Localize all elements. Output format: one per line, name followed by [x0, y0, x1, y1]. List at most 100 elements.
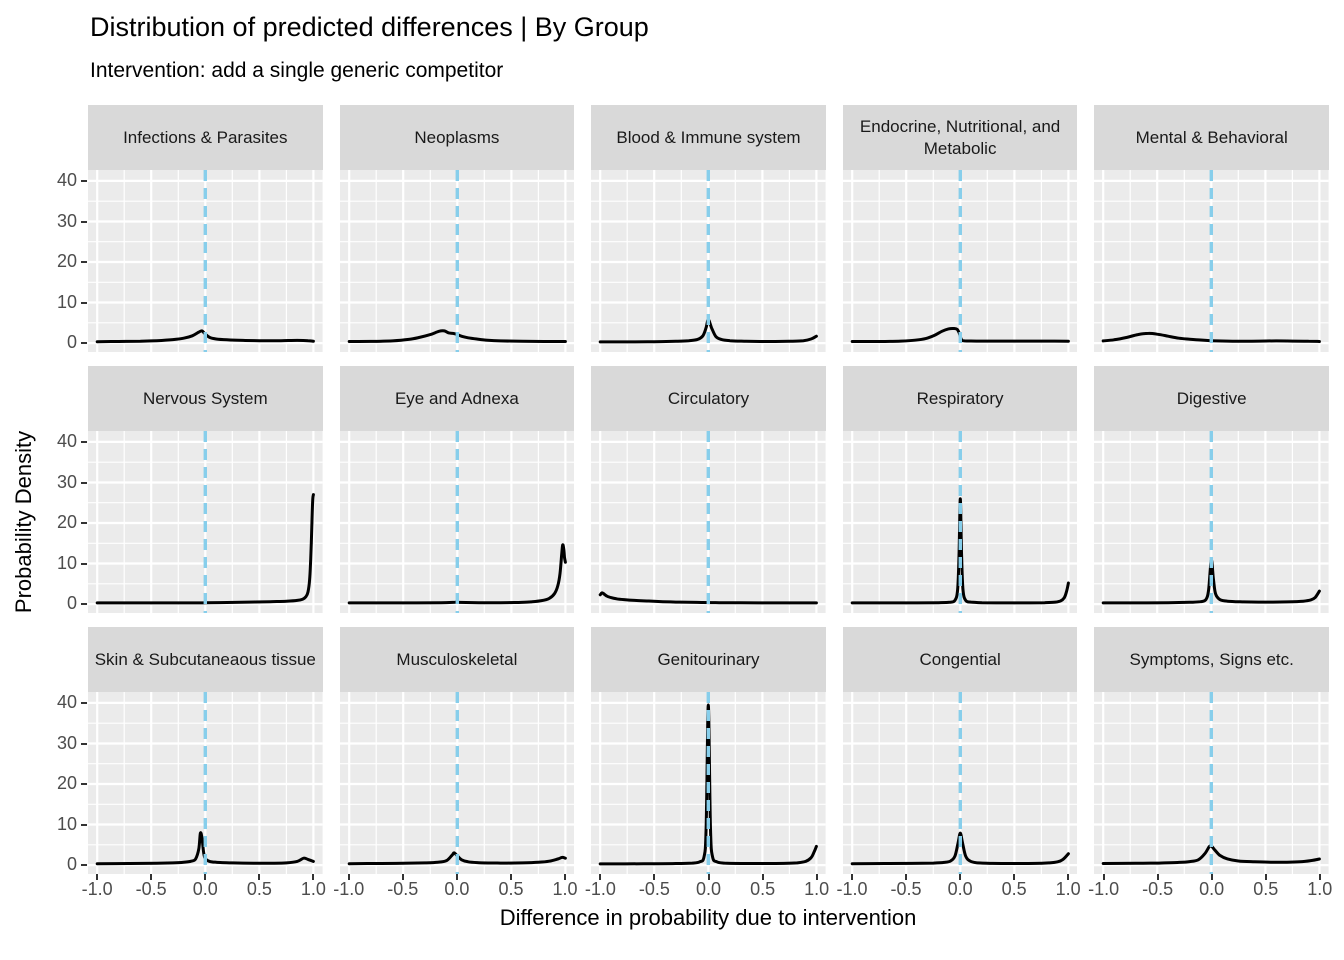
x-tick-label: 0.0: [695, 879, 722, 899]
facet-strip: Circulatory: [591, 366, 826, 431]
x-tick-label: 0.5: [1001, 879, 1027, 899]
facet-strip-label: Skin & Subcutaneaous tissue: [94, 649, 316, 669]
density-curve: [850, 326, 1070, 343]
x-tick-mark: [96, 874, 99, 880]
y-tick-label: 10: [56, 291, 77, 312]
facet-panel: [1094, 692, 1329, 874]
x-tick-mark: [653, 874, 656, 880]
y-tick-mark: [81, 481, 87, 484]
facet-symptoms-signs-etc: Symptoms, Signs etc.: [1094, 627, 1329, 874]
facet-skin-subcutaneaous-tissue: Skin & Subcutaneaous tissue: [88, 627, 323, 874]
facet-strip: Mental & Behavioral: [1094, 105, 1329, 170]
y-tick-label: 10: [56, 813, 77, 834]
x-tick-label: 1.0: [1307, 879, 1333, 899]
y-tick-label: 10: [56, 552, 77, 573]
x-tick-mark: [815, 874, 818, 880]
facet-strip: Infections & Parasites: [88, 105, 323, 170]
x-tick-mark: [455, 874, 458, 880]
facet-strip: Nervous System: [88, 366, 323, 431]
facet-strip-label: Genitourinary: [657, 649, 760, 669]
facet-strip-label: Symptoms, Signs etc.: [1129, 649, 1294, 669]
y-tick-mark: [81, 823, 87, 826]
facet-strip-label: Eye and Adnexa: [394, 388, 519, 408]
y-tick-mark: [81, 864, 87, 867]
facet-strip-label: Mental & Behavioral: [1135, 127, 1288, 147]
x-tick-mark: [1067, 874, 1070, 880]
density-curve: [850, 497, 1070, 605]
facet-panel: [88, 431, 323, 613]
facet-panel: [591, 431, 826, 613]
facet-strip-label: Musculoskeletal: [396, 649, 518, 669]
facet-strip: Congential: [842, 627, 1078, 692]
x-tick-mark: [1013, 874, 1016, 880]
facet-strip-label: Circulatory: [667, 388, 750, 408]
facet-endocrine-nutritional-and-metabolic: Endocrine, Nutritional, and Metabolic: [842, 105, 1078, 352]
x-tick-label: 1.0: [552, 879, 578, 899]
y-tick-label: 40: [56, 169, 77, 190]
x-tick-label: -1.0: [81, 879, 113, 899]
facet-respiratory: Respiratory: [842, 366, 1078, 613]
facet-strip: Endocrine, Nutritional, and Metabolic: [842, 105, 1078, 170]
x-tick-label: 0.0: [444, 879, 470, 899]
y-tick-mark: [81, 603, 87, 606]
facet-panel: [1094, 431, 1329, 613]
density-curve: [1102, 844, 1322, 865]
facet-circulatory: Circulatory: [591, 366, 826, 613]
facet-mental-behavioral: Mental & Behavioral: [1094, 105, 1329, 352]
y-tick-mark: [81, 261, 87, 263]
y-tick-mark: [81, 301, 87, 304]
y-tick-label: 30: [56, 732, 77, 753]
x-tick-label: 0.0: [947, 879, 973, 899]
x-tick-label: 0.5: [498, 879, 524, 899]
facet-panel: [339, 692, 575, 874]
facet-panel: [842, 170, 1078, 352]
x-axis-title: Difference in probability due to interve…: [499, 905, 917, 930]
facet-genitourinary: Genitourinary: [591, 627, 826, 874]
y-tick-mark: [81, 342, 87, 345]
density-curve: [1102, 331, 1322, 343]
density-curve: [347, 329, 567, 343]
facet-panel: [842, 692, 1078, 874]
x-tick-label: 0.0: [192, 879, 218, 899]
facet-nervous-system: Nervous System: [88, 366, 323, 613]
x-tick-mark: [1156, 874, 1159, 880]
x-tick-mark: [851, 874, 853, 880]
density-curve: [850, 831, 1070, 866]
facet-strip-label: Infections & Parasites: [123, 127, 288, 147]
y-tick-label: 30: [56, 210, 77, 231]
x-tick-label: 1.0: [1055, 879, 1081, 899]
facet-infections-parasites: Infections & Parasites: [88, 105, 323, 352]
y-tick-mark: [81, 783, 87, 785]
y-tick-mark: [81, 179, 87, 182]
density-curve: [347, 851, 567, 866]
facet-congential: Congential: [842, 627, 1078, 874]
y-tick-mark: [81, 742, 87, 745]
facet-strip-label: Digestive: [1176, 388, 1247, 408]
x-tick-label: 1.0: [300, 879, 326, 899]
facet-panel: [88, 692, 323, 874]
x-tick-label: 0.0: [1199, 879, 1225, 899]
facet-strip: Eye and Adnexa: [339, 366, 575, 431]
facet-strip: Symptoms, Signs etc.: [1094, 627, 1329, 692]
x-tick-mark: [707, 874, 710, 880]
facet-panel: [591, 692, 826, 874]
y-tick-label: 0: [66, 854, 77, 875]
x-tick-label: -0.5: [638, 879, 670, 899]
facet-strip: Respiratory: [842, 366, 1078, 431]
x-tick-label: 1.0: [804, 879, 830, 899]
density-curve: [95, 493, 315, 605]
facet-panel: [591, 170, 826, 352]
chart-title: Distribution of predicted differences | …: [90, 12, 649, 42]
facet-strip: Digestive: [1094, 366, 1329, 431]
x-tick-mark: [599, 874, 602, 880]
x-tick-label: -0.5: [1142, 879, 1174, 899]
facet-panel: [88, 170, 323, 352]
facet-panel: [339, 431, 575, 613]
x-tick-label: -1.0: [1088, 879, 1120, 899]
x-tick-mark: [761, 874, 764, 880]
facet-strip-label: Endocrine, Nutritional, and Metabolic: [859, 117, 1061, 158]
x-tick-mark: [150, 874, 153, 880]
x-tick-mark: [312, 874, 315, 880]
y-tick-mark: [81, 701, 87, 704]
